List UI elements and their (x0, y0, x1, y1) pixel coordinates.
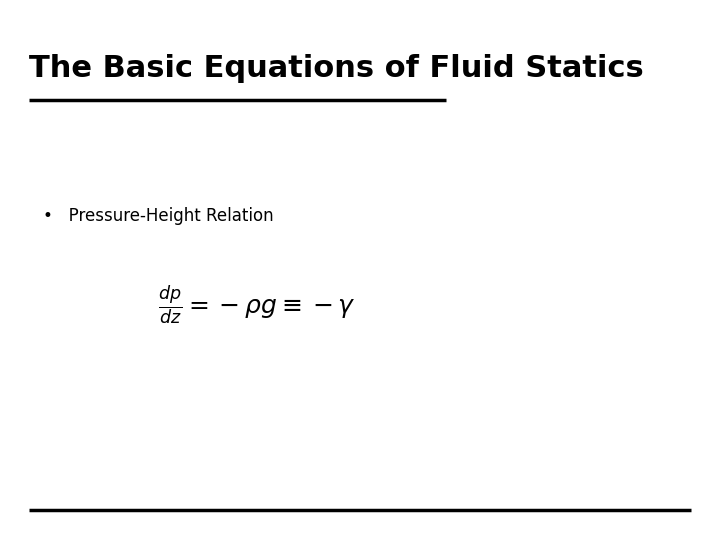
Text: •   Pressure-Height Relation: • Pressure-Height Relation (43, 207, 274, 225)
Text: The Basic Equations of Fluid Statics: The Basic Equations of Fluid Statics (29, 54, 644, 83)
Text: $\frac{dp}{dz} = -\rho g \equiv -\gamma$: $\frac{dp}{dz} = -\rho g \equiv -\gamma$ (158, 284, 356, 327)
